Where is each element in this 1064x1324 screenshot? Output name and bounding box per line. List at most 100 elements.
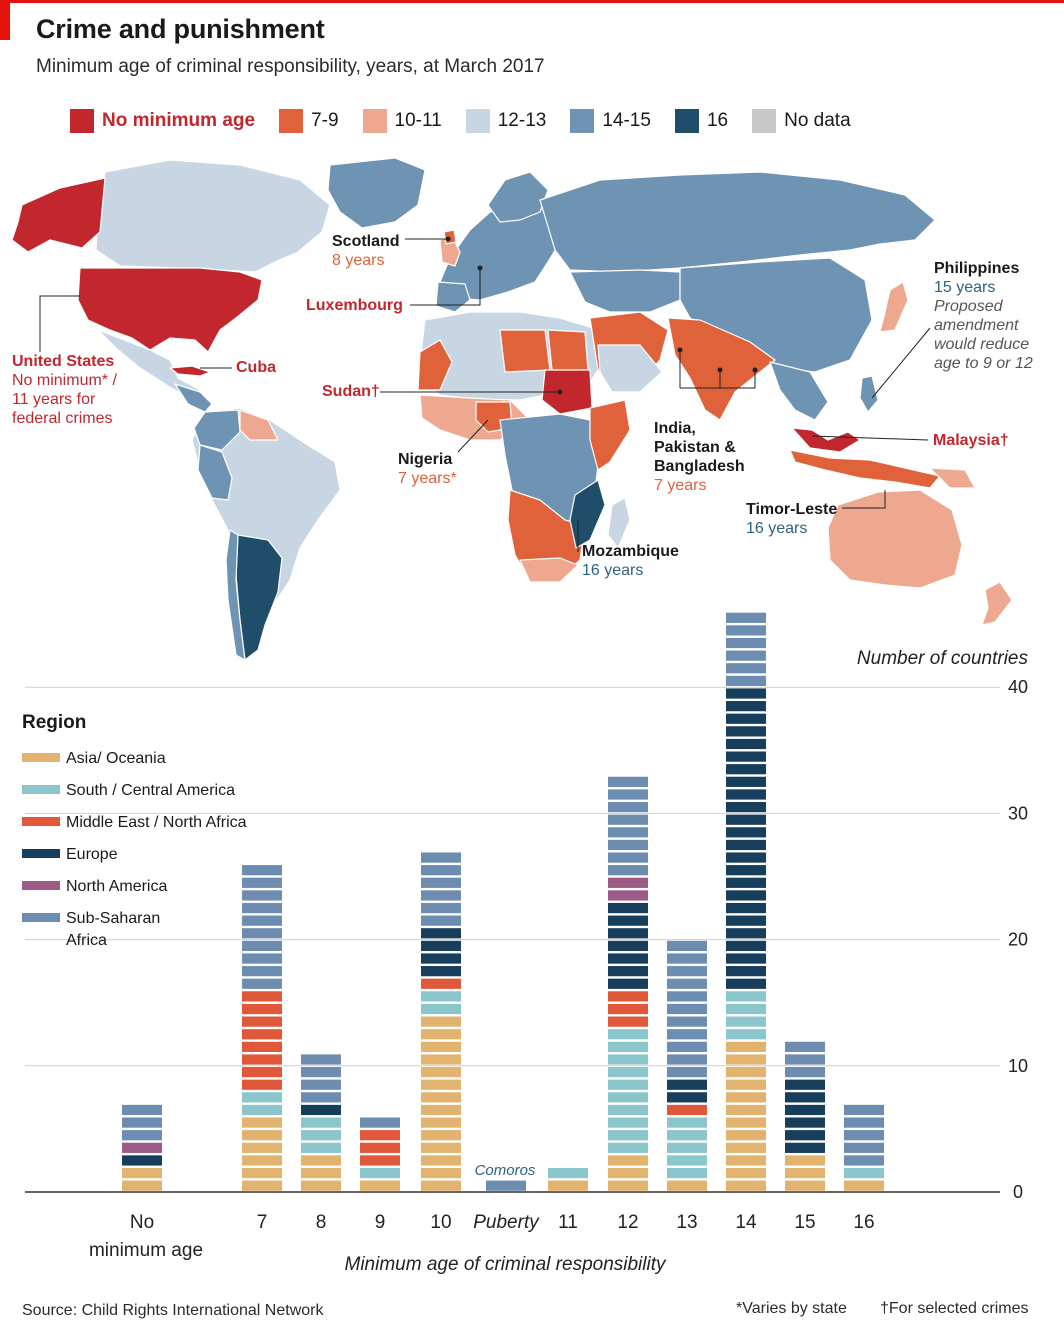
bar-segment [785, 1180, 825, 1191]
bar-segment [421, 953, 461, 964]
annotation-name: Nigeria [398, 451, 453, 468]
bar-segment [242, 1104, 282, 1116]
annotation-timor-leste: Timor-Leste 16 years [746, 500, 837, 538]
bar-segment [301, 1104, 341, 1116]
bar-segment [726, 1167, 766, 1179]
bar-segment [726, 1003, 766, 1015]
map-central-asia [569, 269, 681, 313]
region-label: Asia/ Oceania [66, 750, 166, 767]
bar-segment [726, 953, 766, 964]
annotation-name: Sudan† [322, 383, 380, 400]
bar-segment [785, 1130, 825, 1141]
region-label: North America [66, 878, 168, 895]
bar-segment [242, 928, 282, 939]
map-new-zealand [981, 581, 1013, 626]
region-swatch [22, 913, 60, 922]
bar-segment [667, 953, 707, 964]
bar-segment [421, 902, 461, 914]
chart-title: Crime and punishment [36, 14, 325, 44]
map-malaysia [791, 427, 861, 453]
region-label: Middle East / North Africa [66, 814, 247, 831]
bar-segment [421, 1016, 461, 1027]
bar-segment [242, 915, 282, 926]
region-label: Europe [66, 846, 118, 863]
x-tick-label: 11 [558, 1212, 578, 1233]
bar-segment [360, 1167, 400, 1179]
bar-segment [242, 978, 282, 989]
region-legend: Asia/ Oceania South / Central America Mi… [22, 748, 286, 949]
bar-segment [726, 801, 766, 813]
x-tick-label: Puberty [473, 1212, 540, 1233]
bar-segment [421, 1079, 461, 1090]
bar-segment [608, 827, 648, 838]
annotation-malaysia: Malaysia† [933, 431, 1009, 450]
bar-segment [242, 1092, 282, 1103]
map-south-africa [519, 557, 579, 583]
legend-14-15: 14-15 [570, 109, 651, 133]
x-tick-label: 8 [316, 1212, 327, 1233]
bar-segment [726, 663, 766, 674]
bar-segment [844, 1117, 884, 1128]
bar-segment [726, 776, 766, 787]
region-legend-title: Region [22, 712, 87, 733]
x-tick-label: 10 [430, 1212, 451, 1233]
map-egypt [547, 329, 589, 371]
region-swatch [22, 753, 60, 762]
bar-segment [667, 1167, 707, 1179]
bar-segment [726, 1130, 766, 1141]
leader-luxembourg [410, 268, 481, 306]
y-axis-label: Number of countries [857, 648, 1029, 669]
annotation-value: No minimum* / 11 years for federal crime… [12, 372, 117, 427]
bar-segment [242, 1180, 282, 1191]
bar-segment [421, 966, 461, 977]
legend-label: No minimum age [102, 110, 256, 131]
bar-segment [301, 1167, 341, 1179]
bar-segment [608, 1155, 648, 1166]
bar-segment [301, 1180, 341, 1191]
annotation-value: 7 years [654, 477, 707, 494]
bar-segment [360, 1142, 400, 1153]
bar-segment [726, 852, 766, 863]
region-swatch [22, 849, 60, 858]
dot-sudan [557, 389, 563, 395]
bar-segment [608, 852, 648, 863]
map-arabia [597, 344, 663, 393]
bar-segment [726, 902, 766, 914]
bar-segment [726, 625, 766, 636]
annotation-india: India, Pakistan & Bangladesh 7 years [654, 419, 764, 495]
annotation-name: Cuba [236, 359, 276, 376]
annotation-nigeria: Nigeria 7 years* [398, 450, 457, 488]
map-peru [197, 444, 233, 501]
annotation-value: 16 years [582, 562, 644, 579]
bar-segment [667, 1117, 707, 1128]
bar-segment [785, 1054, 825, 1065]
legend-swatch [674, 109, 699, 133]
bar-segment [421, 865, 461, 876]
map-central-america [174, 383, 213, 413]
chart-subtitle: Minimum age of criminal responsibility, … [36, 56, 545, 77]
bar-segment [242, 1041, 282, 1052]
legend-12-13: 12-13 [465, 109, 546, 133]
y-tick-label: 20 [1008, 930, 1028, 950]
bar-segment [726, 877, 766, 888]
bar-segment [608, 865, 648, 876]
bar-segment [242, 1130, 282, 1141]
bar-segment [726, 1092, 766, 1103]
legend-label: 16 [706, 110, 729, 131]
bar-segment [608, 1104, 648, 1116]
bar-segment [301, 1079, 341, 1090]
annotation-philippines: Philippines 15 years Proposed amendment … [934, 259, 1044, 373]
map-mozambique [569, 479, 606, 549]
region-south-central-america: South / Central America [22, 780, 286, 812]
source-note: Source: Child Rights International Netwo… [22, 1302, 324, 1319]
bar-segment [608, 1029, 648, 1040]
legend-swatch [279, 109, 304, 133]
bar-segment [242, 940, 282, 952]
region-label: South / Central America [66, 782, 235, 799]
region-swatch [22, 785, 60, 794]
map-colombia [193, 409, 241, 451]
annotation-name: Philippines [934, 260, 1020, 277]
bar-segment [301, 1054, 341, 1065]
x-tick-label: 14 [735, 1212, 757, 1233]
bar-segment [242, 1003, 282, 1015]
